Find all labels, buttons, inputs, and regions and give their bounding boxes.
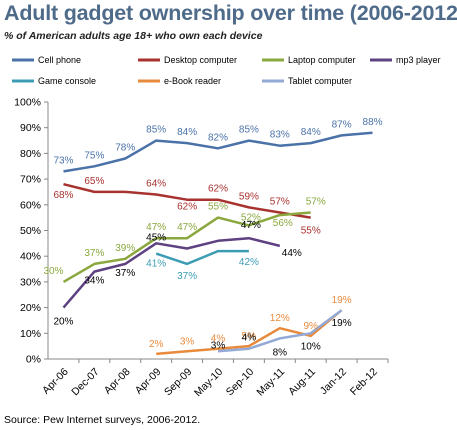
chart-axes: 0%10%20%30%40%50%60%70%80%90%100%Apr-06D…	[14, 97, 389, 399]
chart-title: Adult gadget ownership over time (2006-2…	[4, 1, 457, 25]
data-label: 47%	[241, 220, 261, 231]
legend-label: Tablet computer	[288, 76, 352, 86]
data-label: 47%	[146, 222, 166, 233]
data-label: 47%	[177, 222, 197, 233]
data-label: 64%	[146, 179, 166, 190]
chart-source-note: Source: Pew Internet surveys, 2006-2012.	[4, 414, 201, 426]
y-tick-label: 90%	[20, 122, 41, 134]
data-label: 34%	[84, 276, 104, 287]
data-label: 8%	[273, 347, 288, 358]
data-label: 2%	[149, 339, 164, 350]
x-tick-label: Feb-12	[348, 366, 380, 398]
data-label: 85%	[146, 125, 166, 136]
y-tick-label: 40%	[20, 251, 41, 263]
data-label: 45%	[146, 232, 166, 243]
series-line	[62, 211, 311, 283]
chart-data-labels: 73% 75% 78% 85% 84% 82% 85% 83% 84% 87% 88% 68% 65% 6…	[43, 117, 382, 359]
data-label: 73%	[53, 155, 73, 166]
y-tick-label: 10%	[20, 328, 41, 340]
data-label: 10%	[301, 341, 321, 352]
x-tick-label: Apr-06	[40, 366, 71, 397]
data-label: 37%	[177, 271, 197, 282]
legend-label: e-Book reader	[164, 76, 221, 86]
data-label: 83%	[270, 130, 290, 141]
data-label: 62%	[208, 184, 228, 195]
data-label: 55%	[301, 226, 321, 237]
data-label: 37%	[84, 248, 104, 259]
x-tick-label: May-10	[192, 366, 225, 399]
data-label: 57%	[306, 197, 326, 208]
chart-series-lines	[62, 131, 373, 356]
data-label: 5%	[242, 331, 257, 342]
y-tick-label: 50%	[20, 225, 41, 237]
data-label: 62%	[177, 202, 197, 213]
data-label: 20%	[53, 317, 73, 328]
data-label: 84%	[301, 127, 321, 138]
legend-label: Cell phone	[38, 55, 81, 65]
data-label: 65%	[84, 176, 104, 187]
x-tick-label: Jan-12	[318, 366, 349, 397]
legend-label: Desktop computer	[164, 55, 237, 65]
data-label: 9%	[304, 321, 319, 332]
data-label: 59%	[239, 191, 259, 202]
data-label: 42%	[239, 257, 259, 268]
series-line	[63, 131, 373, 173]
x-tick-label: Dec-07	[69, 366, 102, 399]
y-tick-label: 20%	[20, 302, 41, 314]
legend-label: mp3 player	[396, 55, 441, 65]
x-tick-label: May-11	[254, 366, 287, 399]
y-tick-label: 60%	[20, 199, 41, 211]
chart-legend: Cell phone Desktop computer Laptop compute…	[12, 55, 441, 86]
data-label: 44%	[282, 248, 302, 259]
data-label: 4%	[211, 334, 226, 345]
series-line	[63, 182, 311, 219]
x-tick-label: Sep-09	[162, 366, 195, 399]
data-label: 84%	[177, 127, 197, 138]
x-tick-label: Aug-11	[286, 366, 318, 398]
chart-subtitle: % of American adults age 18+ who own eac…	[4, 30, 263, 42]
data-label: 78%	[115, 143, 135, 154]
data-label: 39%	[115, 243, 135, 254]
data-label: 68%	[53, 190, 73, 201]
y-tick-label: 100%	[14, 97, 41, 109]
data-label: 3%	[211, 340, 226, 351]
y-tick-label: 80%	[20, 148, 41, 160]
x-tick-label: Apr-08	[102, 366, 133, 397]
legend-label: Laptop computer	[288, 55, 356, 65]
data-label: 41%	[146, 259, 166, 270]
legend-label: Game console	[38, 76, 96, 86]
data-label: 30%	[43, 266, 63, 277]
y-tick-label: 70%	[20, 174, 41, 186]
data-label: 87%	[332, 119, 352, 130]
data-label: 88%	[363, 117, 383, 128]
y-tick-label: 30%	[20, 276, 41, 288]
series-line	[217, 309, 343, 353]
data-label: 57%	[270, 197, 290, 208]
data-label: 3%	[180, 336, 195, 347]
data-label: 56%	[273, 218, 293, 229]
data-label: 37%	[115, 268, 135, 279]
data-label: 75%	[84, 150, 104, 161]
data-label: 4%	[242, 333, 257, 344]
data-label: 55%	[208, 202, 228, 213]
series-line	[156, 309, 343, 356]
series-line	[155, 249, 249, 266]
data-label: 85%	[239, 125, 259, 136]
x-tick-label: Sep-10	[224, 366, 257, 399]
data-label: 52%	[241, 212, 261, 223]
data-label: 12%	[270, 313, 290, 324]
data-label: 19%	[332, 318, 352, 329]
data-label: 82%	[208, 132, 228, 143]
series-line	[62, 236, 281, 309]
y-tick-label: 0%	[26, 354, 41, 366]
data-label: 19%	[332, 295, 352, 306]
x-tick-label: Apr-09	[133, 366, 164, 397]
